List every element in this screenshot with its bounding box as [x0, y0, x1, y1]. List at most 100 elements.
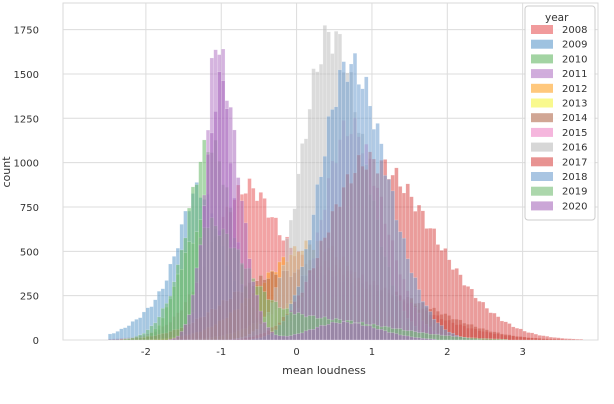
histogram-bar: [119, 328, 124, 341]
histogram-bar: [533, 333, 538, 341]
y-tick-label: 750: [20, 203, 39, 214]
histogram-bar: [130, 321, 135, 341]
histogram-bar: [529, 332, 535, 341]
legend-label: 2016: [562, 143, 587, 154]
histogram-bar: [477, 301, 482, 341]
histogram-bar: [477, 338, 482, 341]
legend-label: 2011: [562, 69, 587, 80]
histogram-bar: [409, 336, 414, 341]
histogram-bar: [458, 274, 463, 341]
histogram-bar: [383, 330, 388, 341]
histogram-bar: [443, 335, 448, 341]
histogram-bar: [205, 153, 211, 341]
histogram-bar: [126, 338, 132, 341]
histogram-bar: [560, 338, 565, 341]
histogram-bar: [567, 338, 572, 341]
histogram-bar: [315, 326, 320, 341]
histogram-bar: [172, 337, 177, 341]
histogram-bar: [108, 333, 113, 341]
histogram-bar: [209, 132, 214, 341]
histogram-bar: [141, 333, 147, 341]
histogram-bar: [386, 332, 391, 341]
histogram-bar: [179, 331, 184, 341]
x-tick-label: -1: [216, 347, 226, 358]
histogram-bar: [315, 184, 320, 341]
legend-swatch: [531, 83, 553, 93]
histogram-bar: [503, 321, 508, 341]
histogram-bar: [435, 334, 440, 341]
histogram-bar: [450, 269, 456, 341]
y-axis-ticks: 0 250 500 750 1000 1250 1500 1750: [14, 26, 39, 347]
histogram-bar: [194, 267, 199, 341]
histogram-bar: [578, 339, 584, 341]
histogram-bar: [202, 205, 207, 341]
legend-swatch: [531, 172, 553, 181]
histogram-bar: [164, 303, 169, 341]
y-tick-label: 1000: [14, 159, 39, 170]
histogram-bar: [499, 338, 505, 341]
histogram-bar: [175, 273, 180, 341]
histogram-bar: [462, 285, 467, 341]
histogram-bar: [383, 175, 388, 341]
histogram-bar: [563, 338, 569, 341]
histogram-bar: [318, 176, 324, 341]
histogram-bar: [175, 335, 180, 341]
legend-label: 2008: [562, 25, 587, 36]
histogram-bar: [356, 84, 361, 341]
histogram-bar: [138, 334, 143, 341]
histogram-bar: [277, 335, 282, 341]
legend-title: year: [545, 12, 569, 24]
x-tick-label: 0: [293, 347, 299, 358]
histogram-bar: [288, 335, 294, 341]
legend-label: 2009: [562, 40, 587, 51]
histogram-bar: [447, 335, 452, 341]
histogram-bar: [156, 316, 162, 341]
legend-label: 2017: [562, 157, 587, 168]
histogram-bar: [187, 314, 192, 341]
histogram-bar: [153, 322, 158, 341]
y-tick-label: 1750: [14, 26, 39, 37]
histogram-bar: [134, 336, 139, 341]
histogram-bar: [428, 338, 433, 341]
histogram-bar: [111, 333, 116, 341]
histogram-bar: [341, 321, 346, 341]
histogram-bar: [228, 107, 233, 341]
histogram-bar: [492, 338, 497, 341]
histogram-bar: [458, 336, 463, 341]
legend-swatch: [531, 54, 553, 64]
histogram-bar: [356, 322, 361, 341]
y-tick-label: 1500: [14, 70, 39, 81]
histogram-bar: [537, 335, 542, 341]
histogram-bar: [364, 76, 369, 341]
histogram-bar: [334, 106, 339, 341]
histogram-bar: [360, 325, 365, 341]
series-2020: [168, 71, 437, 341]
histogram-bar: [405, 335, 410, 341]
histogram-bar: [337, 322, 343, 341]
histogram-bar: [488, 312, 493, 341]
histogram-bar: [503, 339, 508, 341]
histogram-bars: [108, 25, 584, 341]
x-tick-label: 1: [369, 347, 375, 358]
histogram-bar: [416, 289, 422, 341]
histogram-bar: [484, 308, 489, 341]
histogram-bar: [398, 334, 403, 341]
histogram-bar: [311, 329, 316, 341]
histogram-bar: [413, 337, 418, 341]
histogram-bar: [262, 321, 267, 341]
histogram-bar: [281, 335, 286, 341]
histogram-bar: [390, 332, 395, 341]
histogram-bar: [322, 325, 327, 341]
histogram-bar: [273, 334, 278, 341]
histogram-bar: [303, 330, 309, 341]
histogram-bar: [318, 325, 324, 341]
histogram-bar: [375, 123, 380, 341]
histogram-bar: [473, 297, 478, 341]
histogram-bar: [296, 333, 301, 341]
histogram-bar: [258, 310, 263, 341]
histogram-bar: [330, 109, 335, 341]
legend-swatch: [531, 69, 553, 79]
histogram-bar: [364, 325, 369, 341]
